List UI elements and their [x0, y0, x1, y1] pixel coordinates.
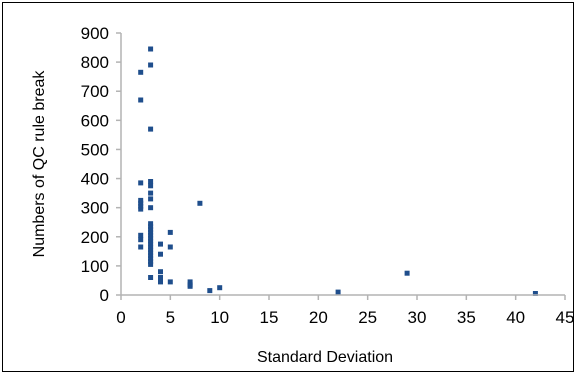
x-tick-label: 35: [457, 308, 476, 327]
y-tick-label: 400: [81, 170, 109, 189]
data-point: [148, 250, 154, 256]
y-tick-label: 200: [81, 228, 109, 247]
y-tick-label: 800: [81, 53, 109, 72]
x-tick-label: 20: [309, 308, 328, 327]
data-point: [148, 232, 154, 238]
data-point: [148, 205, 154, 211]
x-axis-title: Standard Deviation: [257, 349, 393, 366]
data-point: [138, 244, 144, 250]
data-point: [148, 221, 154, 227]
x-tick-label: 5: [166, 308, 175, 327]
x-tick-label: 45: [556, 308, 575, 327]
data-point: [148, 62, 154, 68]
data-point: [158, 251, 163, 257]
data-point: [138, 200, 144, 206]
data-point: [148, 183, 154, 189]
data-point: [148, 196, 154, 202]
data-point: [187, 279, 193, 285]
data-point: [138, 232, 144, 238]
data-point: [138, 180, 144, 186]
data-point: [532, 291, 538, 296]
data-point: [148, 229, 154, 235]
y-tick-label: 0: [100, 286, 109, 305]
x-tick-label: 0: [116, 308, 125, 327]
data-point: [148, 261, 154, 267]
data-point: [148, 247, 154, 253]
data-point: [148, 227, 154, 232]
data-point: [148, 241, 154, 247]
data-point: [197, 200, 203, 206]
data-point: [158, 275, 163, 280]
data-point: [167, 244, 173, 250]
data-points: [138, 46, 538, 296]
data-point: [138, 203, 144, 209]
data-point: [148, 190, 154, 196]
data-point: [217, 285, 223, 291]
chart-frame: [2, 2, 574, 372]
y-tick-label: 700: [81, 82, 109, 101]
data-point: [207, 288, 213, 294]
data-point: [148, 235, 154, 241]
data-point: [158, 241, 163, 247]
data-point: [187, 283, 193, 289]
x-axis: 0 5 10 15 20 25 30 35 40 45: [116, 294, 575, 327]
data-point: [148, 179, 154, 184]
data-point: [335, 289, 341, 295]
data-point: [138, 97, 144, 103]
data-point: [148, 238, 154, 244]
x-tick-label: 30: [408, 308, 427, 327]
x-tick-label: 40: [506, 308, 525, 327]
data-point: [148, 275, 154, 280]
data-point: [158, 269, 163, 275]
data-point: [167, 279, 173, 285]
data-point: [138, 197, 144, 203]
data-point: [138, 206, 144, 212]
y-tick-label: 300: [81, 199, 109, 218]
data-point: [148, 256, 154, 262]
data-point: [404, 270, 410, 276]
y-tick-label: 600: [81, 111, 109, 130]
y-tick-label: 100: [81, 257, 109, 276]
data-point: [138, 237, 144, 243]
data-point: [148, 126, 154, 132]
x-tick-label: 25: [358, 308, 377, 327]
data-point: [148, 46, 154, 52]
data-point: [148, 244, 154, 250]
data-point: [148, 259, 154, 264]
y-axis-title: Numbers of QC rule break: [31, 70, 48, 258]
y-axis: 0 100 200 300 400 500 600 700 800 900: [81, 24, 122, 305]
x-tick-label: 15: [260, 308, 279, 327]
data-point: [148, 224, 154, 230]
y-tick-label: 900: [81, 24, 109, 43]
y-tick-label: 500: [81, 140, 109, 159]
data-point: [148, 253, 154, 259]
x-tick-label: 10: [210, 308, 229, 327]
data-point: [167, 229, 173, 235]
data-point: [158, 279, 163, 285]
data-point: [138, 69, 144, 75]
